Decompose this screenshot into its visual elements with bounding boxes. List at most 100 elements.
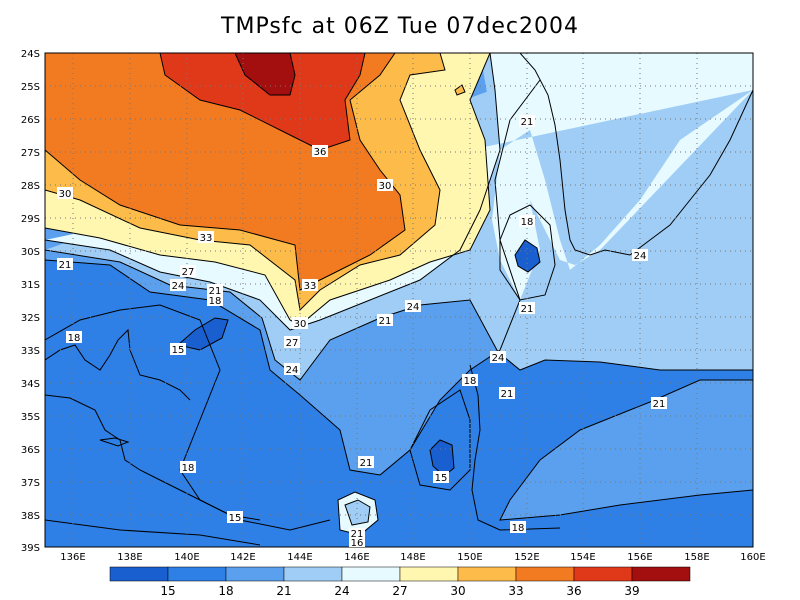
contour-label: 15 [433,471,449,484]
warm-pocket-south2 [345,500,370,525]
lon-tick: 154E [570,552,595,563]
band-max [235,53,295,95]
contour-label: 21 [519,115,535,128]
colorbar-label: 39 [624,584,639,598]
lon-tick: 142E [230,552,255,563]
cool-pocket-west [178,318,228,350]
colorbar-swatch [631,566,691,582]
svg-text:15: 15 [435,473,448,484]
svg-text:24: 24 [492,353,505,364]
svg-text:30: 30 [59,189,72,200]
colorbar-labels: 15 18 21 24 27 30 33 36 39 [160,584,639,598]
svg-text:18: 18 [521,217,534,228]
lon-tick: 146E [344,552,369,563]
svg-text:21: 21 [521,117,534,128]
lat-tick: 33S [21,346,40,357]
lon-tick: 160E [740,552,765,563]
contour-label: 15 [170,343,186,356]
graticule [45,53,753,547]
colorbar-swatch [283,566,343,582]
lon-tick: 156E [627,552,652,563]
svg-text:18: 18 [512,523,525,534]
contour-label: 21 [651,397,667,410]
lat-tick: 31S [21,280,40,291]
svg-text:18: 18 [182,463,195,474]
contour-label: 30 [292,317,308,330]
contour-label: 18 [519,215,535,228]
svg-text:21: 21 [501,389,514,400]
svg-text:36: 36 [314,147,327,158]
lon-tick: 152E [514,552,539,563]
lat-tick: 30S [21,247,40,258]
contour-label: 30 [57,187,73,200]
contour-label: 21 [57,258,73,271]
colorbar-label: 18 [218,584,233,598]
svg-text:24: 24 [634,251,647,262]
lon-tick: 136E [60,552,85,563]
svg-text:30: 30 [379,181,392,192]
lon-tick: 144E [287,552,312,563]
contour-label: 21 [358,456,374,469]
temperature-field [45,53,753,547]
svg-text:21: 21 [351,529,364,540]
lat-tick: 32S [21,313,40,324]
lon-tick: 148E [400,552,425,563]
contour-label: 24 [632,249,648,262]
colorbar-swatch [167,566,227,582]
contour-label: 24 [284,363,300,376]
svg-text:33: 33 [200,233,213,244]
contour-label-group: 36 30 30 33 27 24 21 18 21 33 21 18 30 2… [57,115,667,549]
lat-tick: 39S [21,543,40,554]
lat-tick: 37S [21,478,40,489]
contour-label: 21 [519,302,535,315]
lon-tick: 138E [117,552,142,563]
svg-text:15: 15 [172,345,185,356]
contour-label: 16 [349,538,365,549]
contour-label: 18 [462,374,478,387]
lat-tick-labels: 24S 25S 26S 27S 28S 29S 30S 31S 32S 33S … [21,49,40,554]
map-title: TMPsfc at 06Z Tue 07dec2004 [221,14,579,39]
colorbar-label: 30 [450,584,465,598]
contour-label: 27 [284,336,300,349]
contour-label: 33 [302,279,318,292]
svg-text:33: 33 [304,281,317,292]
colorbar-label: 15 [160,584,175,598]
contour-label: 21 [499,387,515,400]
colorbar-swatch [457,566,517,582]
contour-label: 21 [207,284,223,297]
lon-tick-labels: 136E 138E 140E 142E 144E 146E 148E 150E … [60,552,765,563]
lon-tick: 158E [684,552,709,563]
svg-text:24: 24 [286,365,299,376]
svg-text:21: 21 [521,304,534,315]
colorbar [109,566,691,582]
contour-label: 21 [377,314,393,327]
svg-text:21: 21 [209,286,222,297]
colorbar-swatch [399,566,459,582]
lat-tick: 34S [21,379,40,390]
svg-text:15: 15 [229,513,242,524]
svg-text:21: 21 [653,399,666,410]
contour-label: 18 [66,331,82,344]
svg-text:18: 18 [464,376,477,387]
svg-text:24: 24 [172,281,185,292]
lat-tick: 24S [21,49,40,60]
svg-text:18: 18 [68,333,81,344]
lat-tick: 26S [21,115,40,126]
colorbar-label: 27 [392,584,407,598]
svg-text:21: 21 [59,260,72,271]
cool-pocket-east [515,240,540,272]
lat-tick: 25S [21,82,40,93]
contour-label: 24 [170,279,186,292]
colorbar-swatch [341,566,401,582]
lat-tick: 36S [21,445,40,456]
contour-label: 36 [312,145,328,158]
colorbar-swatch [225,566,285,582]
plot-frame [44,52,754,548]
colorbar-swatch [109,566,169,582]
contour-label: 24 [405,300,421,313]
contour-label: 33 [198,231,214,244]
lat-tick: 35S [21,412,40,423]
svg-text:27: 27 [286,338,299,349]
band-39-plus [160,53,365,150]
